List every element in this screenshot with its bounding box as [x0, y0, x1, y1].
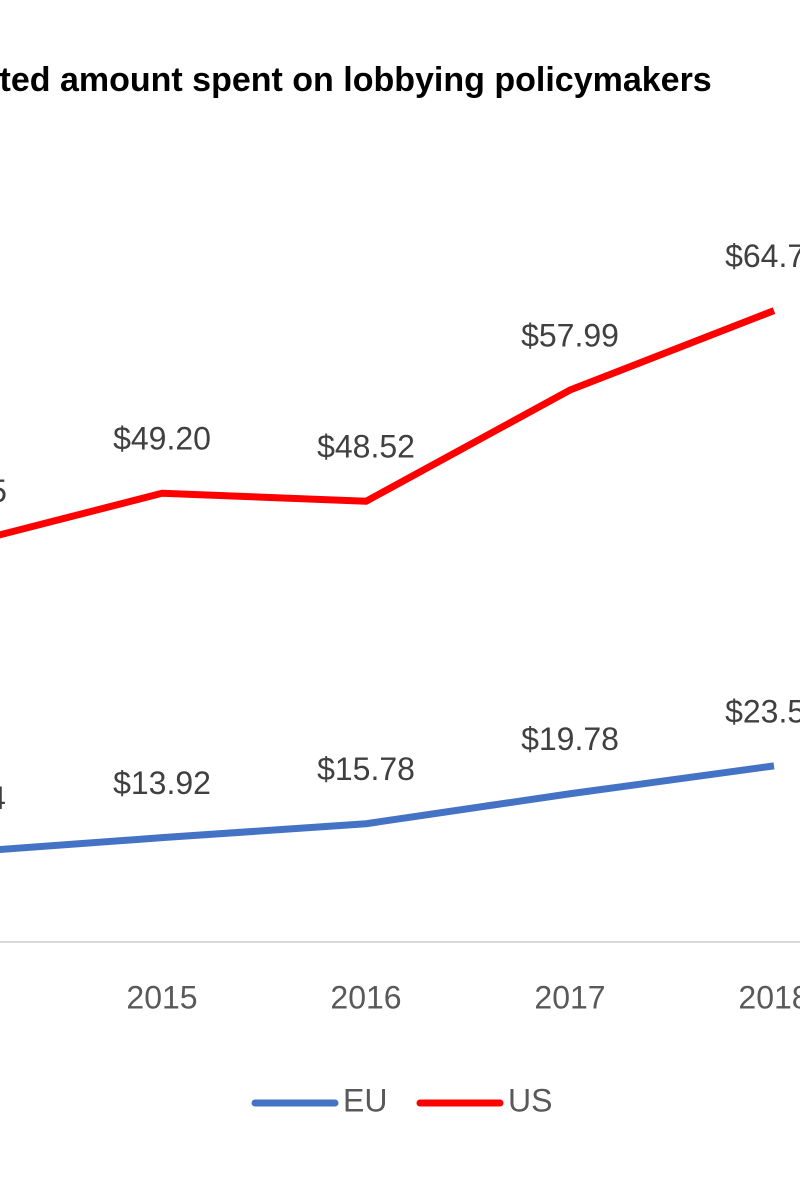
data-label: $44.75: [0, 473, 7, 509]
data-label: $49.20: [113, 421, 211, 457]
x-tick-label: 2016: [330, 979, 401, 1015]
data-label: $11.94: [0, 780, 6, 816]
data-label: $15.78: [317, 751, 415, 787]
legend-label: EU: [343, 1082, 387, 1118]
data-label: $19.78: [521, 721, 619, 757]
series-line: [0, 307, 776, 539]
chart-title: Estimated amount spent on lobbying polic…: [0, 61, 712, 99]
data-label: $23.50: [725, 693, 800, 729]
data-label: $64.75: [725, 238, 800, 274]
x-tick-label: 2018: [738, 979, 800, 1015]
x-tick-label: 2017: [534, 979, 605, 1015]
legend-label: US: [508, 1082, 552, 1118]
series-line: [0, 762, 775, 853]
x-tick-label: 2015: [126, 979, 197, 1015]
data-label: $13.92: [113, 765, 211, 801]
data-label: $48.52: [317, 429, 415, 465]
data-label: $57.99: [521, 317, 619, 353]
